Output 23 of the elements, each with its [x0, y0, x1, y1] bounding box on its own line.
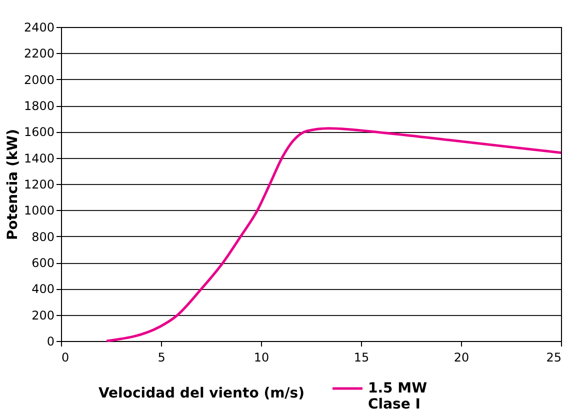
line-series: [105, 127, 562, 342]
x-tick-label: 5: [158, 350, 166, 364]
y-tick-label: 1400: [24, 151, 54, 166]
x-tick-label: 15: [354, 350, 370, 364]
y-tick-label: 200: [32, 308, 54, 322]
x-axis-title: Velocidad del viento (m/s): [98, 386, 305, 402]
y-tick-label: 600: [32, 256, 54, 270]
y-tick-label: 400: [32, 282, 54, 296]
y-tick-label: 1800: [24, 99, 54, 113]
legend-label: 1.5 MW Clase I: [368, 380, 428, 410]
x-tick-label: 10: [254, 350, 270, 364]
y-axis-title: Potencia (kW): [4, 128, 21, 240]
x-tick-label: 25: [546, 350, 562, 364]
y-tick-label: 1000: [24, 204, 54, 218]
y-tick-label: 2400: [24, 20, 54, 34]
x-tick-label: 20: [454, 350, 470, 364]
y-tick-label: 1600: [24, 125, 54, 140]
y-tick-label: 2200: [24, 46, 54, 61]
y-tick-label: 0: [46, 334, 54, 348]
y-tick-label: 1200: [24, 178, 54, 192]
x-tick-label: 0: [62, 350, 70, 364]
y-tick-label: 800: [32, 230, 54, 244]
y-tick-label: 2000: [24, 72, 54, 87]
